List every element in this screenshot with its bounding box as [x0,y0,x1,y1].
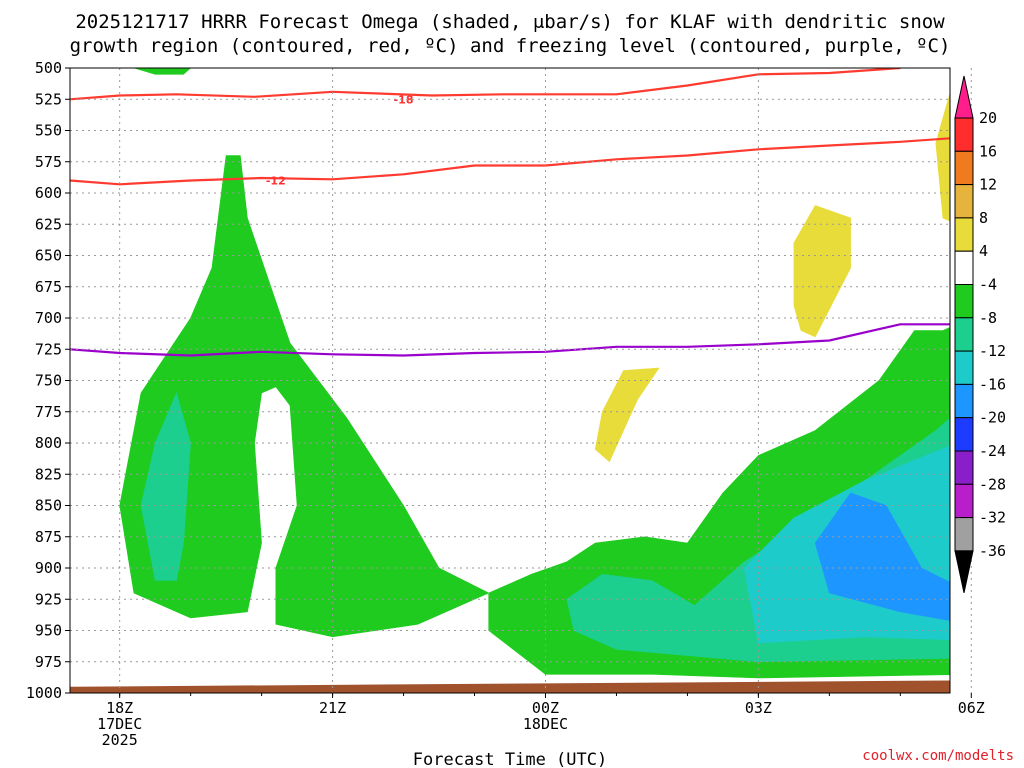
y-tick-label: 850 [35,497,62,515]
chart-title-line-2: growth region (contoured, red, ºC) and f… [70,35,951,57]
y-tick-label: 625 [35,215,62,233]
x-tick-label: 18DEC [523,715,568,733]
y-tick-label: 575 [35,153,62,171]
colorbar-label: 4 [979,242,988,260]
chart-title: 2025121717 HRRR Forecast Omega (shaded, … [70,11,951,57]
x-axis-ticks: 18Z17DEC202521Z00Z18DEC03Z06Z09Z [97,693,985,749]
y-tick-label: 1000 [26,684,62,702]
dgz-contour-line-1 [70,137,950,186]
credit-text: coolwx.com/modelts [862,748,1014,764]
colorbar-label: -20 [979,409,1006,427]
plot-area: -18 -12 500 525 550 575 600 625 650 675 700 725 750… [26,59,985,749]
y-tick-label: 875 [35,528,62,546]
contour-lines: -18 -12 [70,68,950,357]
y-tick-label: 950 [35,622,62,640]
colorbar-over-arrow [954,75,974,119]
y-tick-label: 500 [35,59,62,77]
omega-region-minus16 [814,492,950,621]
y-tick-label: 900 [35,559,62,577]
colorbar-label: -8 [979,309,997,327]
colorbar: 20 16 12 8 4 -4 -8 -12 -16 -20 -24 -28 -32 -36 [954,75,1006,594]
colorbar-bin [954,350,974,385]
colorbar-label: 12 [979,176,997,194]
y-tick-label: 700 [35,309,62,327]
x-tick-label: 03Z [745,699,772,717]
y-tick-label: 675 [35,278,62,296]
colorbar-bin [954,184,974,219]
colorbar-bin [954,217,974,252]
omega-region-minus4 [133,68,192,75]
colorbar-label: -12 [979,342,1006,360]
y-tick-label: 650 [35,247,62,265]
y-tick-label: 725 [35,340,62,358]
colorbar-bin [954,284,974,319]
omega-shading [119,68,950,679]
dgz-contour-line-0 [70,68,901,101]
colorbar-label: -28 [979,475,1006,493]
x-tick-label: 18Z [106,699,133,717]
colorbar-label: 20 [979,109,997,127]
colorbar-label: -32 [979,509,1006,527]
colorbar-bin [954,517,974,552]
omega-region-4 [793,205,851,338]
x-tick-label: 06Z [958,699,985,717]
y-tick-label: 775 [35,403,62,421]
ground-fill [70,680,950,693]
colorbar-bin [954,417,974,452]
y-axis-ticks: 500 525 550 575 600 625 650 675 700 725 750 775 800 8… [26,59,70,702]
colorbar-bin [954,383,974,419]
y-tick-label: 975 [35,653,62,671]
x-axis-title: Forecast Time (UTC) [413,750,607,768]
colorbar-label: 8 [979,209,988,227]
y-tick-label: 925 [35,590,62,608]
y-tick-label: 800 [35,434,62,452]
y-tick-label: 600 [35,184,62,202]
grid-lines [70,68,972,693]
contour-label-1: -12 [266,175,286,188]
colorbar-label: -24 [979,442,1006,460]
ground-surface [70,680,950,693]
colorbar-bin [954,317,974,352]
colorbar-label: -16 [979,375,1006,393]
omega-region-minus8 [140,392,191,581]
colorbar-bin [954,150,974,186]
colorbar-label: -36 [979,542,1006,560]
colorbar-label: -4 [979,276,997,294]
x-tick-label: 17DEC [97,715,142,733]
x-tick-label: 00Z [532,699,559,717]
freezing-level-line [70,323,950,357]
x-tick-label: 2025 [102,731,138,749]
x-tick-label: 21Z [319,699,346,717]
colorbar-bin [954,483,974,519]
colorbar-label: 16 [979,142,997,160]
colorbar-bin [954,450,974,485]
colorbar-under-arrow [954,550,974,594]
y-tick-label: 525 [35,90,62,108]
y-tick-label: 550 [35,122,62,140]
contour-label-0: -18 [394,93,414,106]
omega-region-4 [594,367,660,463]
colorbar-bin [954,117,974,152]
chart-title-line-1: 2025121717 HRRR Forecast Omega (shaded, … [75,11,945,33]
y-tick-label: 750 [35,372,62,390]
colorbar-bin [954,250,974,285]
y-tick-label: 825 [35,465,62,483]
